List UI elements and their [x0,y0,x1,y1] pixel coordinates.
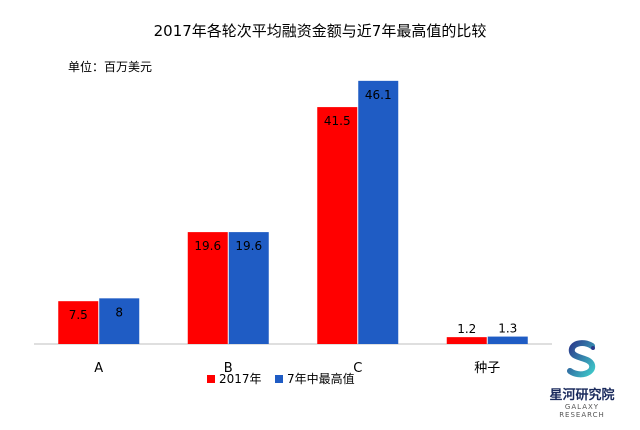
bar [446,337,487,344]
legend-swatch [275,375,283,383]
bar [228,232,269,344]
data-label: 46.1 [365,88,392,102]
chart-title: 2017年各轮次平均融资金额与近7年最高值的比较 [153,22,487,40]
logo-subtitle: GALAXY RESEARCH [559,403,605,419]
data-label: 8 [115,305,123,319]
legend-swatch [207,375,215,383]
logo-name: 星河研究院 [549,388,615,403]
unit-label: 单位：百万美元 [68,60,153,74]
data-label: 19.6 [194,239,221,253]
data-label: 1.3 [498,322,517,336]
data-label: 19.6 [235,239,262,253]
bar [58,301,99,344]
bar [317,107,358,345]
bar [187,232,228,344]
bar [487,336,528,344]
x-tick-label: C [353,361,362,376]
logo: 星河研究院 GALAXY RESEARCH [542,340,622,419]
data-label: 41.5 [324,114,351,128]
bar [99,298,140,344]
legend-label: 2017年 [219,372,262,386]
bar [358,80,399,345]
data-label: 1.2 [457,322,476,336]
x-tick-label: B [224,361,233,376]
x-tick-label: 种子 [474,361,500,376]
legend-label: 7年中最高值 [287,371,355,386]
x-tick-label: A [94,361,103,376]
data-label: 7.5 [69,308,88,322]
galaxy-s-logo-icon [567,340,596,378]
